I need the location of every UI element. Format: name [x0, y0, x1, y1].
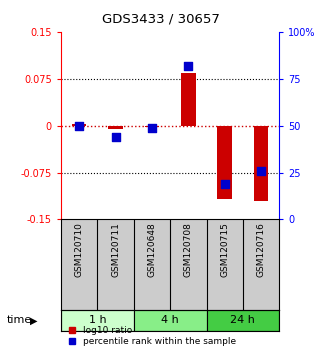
- Point: [258, 168, 264, 173]
- Point: [186, 63, 191, 68]
- Bar: [254, 126, 268, 201]
- Point: [222, 181, 227, 187]
- Text: 24 h: 24 h: [230, 315, 255, 325]
- Legend: log10 ratio, percentile rank within the sample: log10 ratio, percentile rank within the …: [59, 322, 240, 349]
- Bar: [72, 124, 86, 126]
- Text: GSM120648: GSM120648: [147, 222, 156, 277]
- Bar: [145, 126, 159, 127]
- Text: 4 h: 4 h: [161, 315, 179, 325]
- Text: GDS3433 / 30657: GDS3433 / 30657: [101, 12, 220, 25]
- Text: 1 h: 1 h: [89, 315, 106, 325]
- Bar: [108, 126, 123, 129]
- Bar: [181, 73, 195, 126]
- Text: GSM120716: GSM120716: [256, 222, 265, 277]
- Text: GSM120711: GSM120711: [111, 222, 120, 277]
- Text: ▶: ▶: [30, 315, 38, 325]
- Bar: [217, 126, 232, 199]
- Point: [77, 123, 82, 129]
- Point: [113, 134, 118, 140]
- Text: GSM120708: GSM120708: [184, 222, 193, 277]
- Text: time: time: [6, 315, 32, 325]
- Text: GSM120710: GSM120710: [75, 222, 84, 277]
- Text: GSM120715: GSM120715: [220, 222, 229, 277]
- Point: [149, 125, 154, 130]
- Bar: [206, 310, 279, 331]
- Bar: [134, 310, 206, 331]
- Bar: [61, 310, 134, 331]
